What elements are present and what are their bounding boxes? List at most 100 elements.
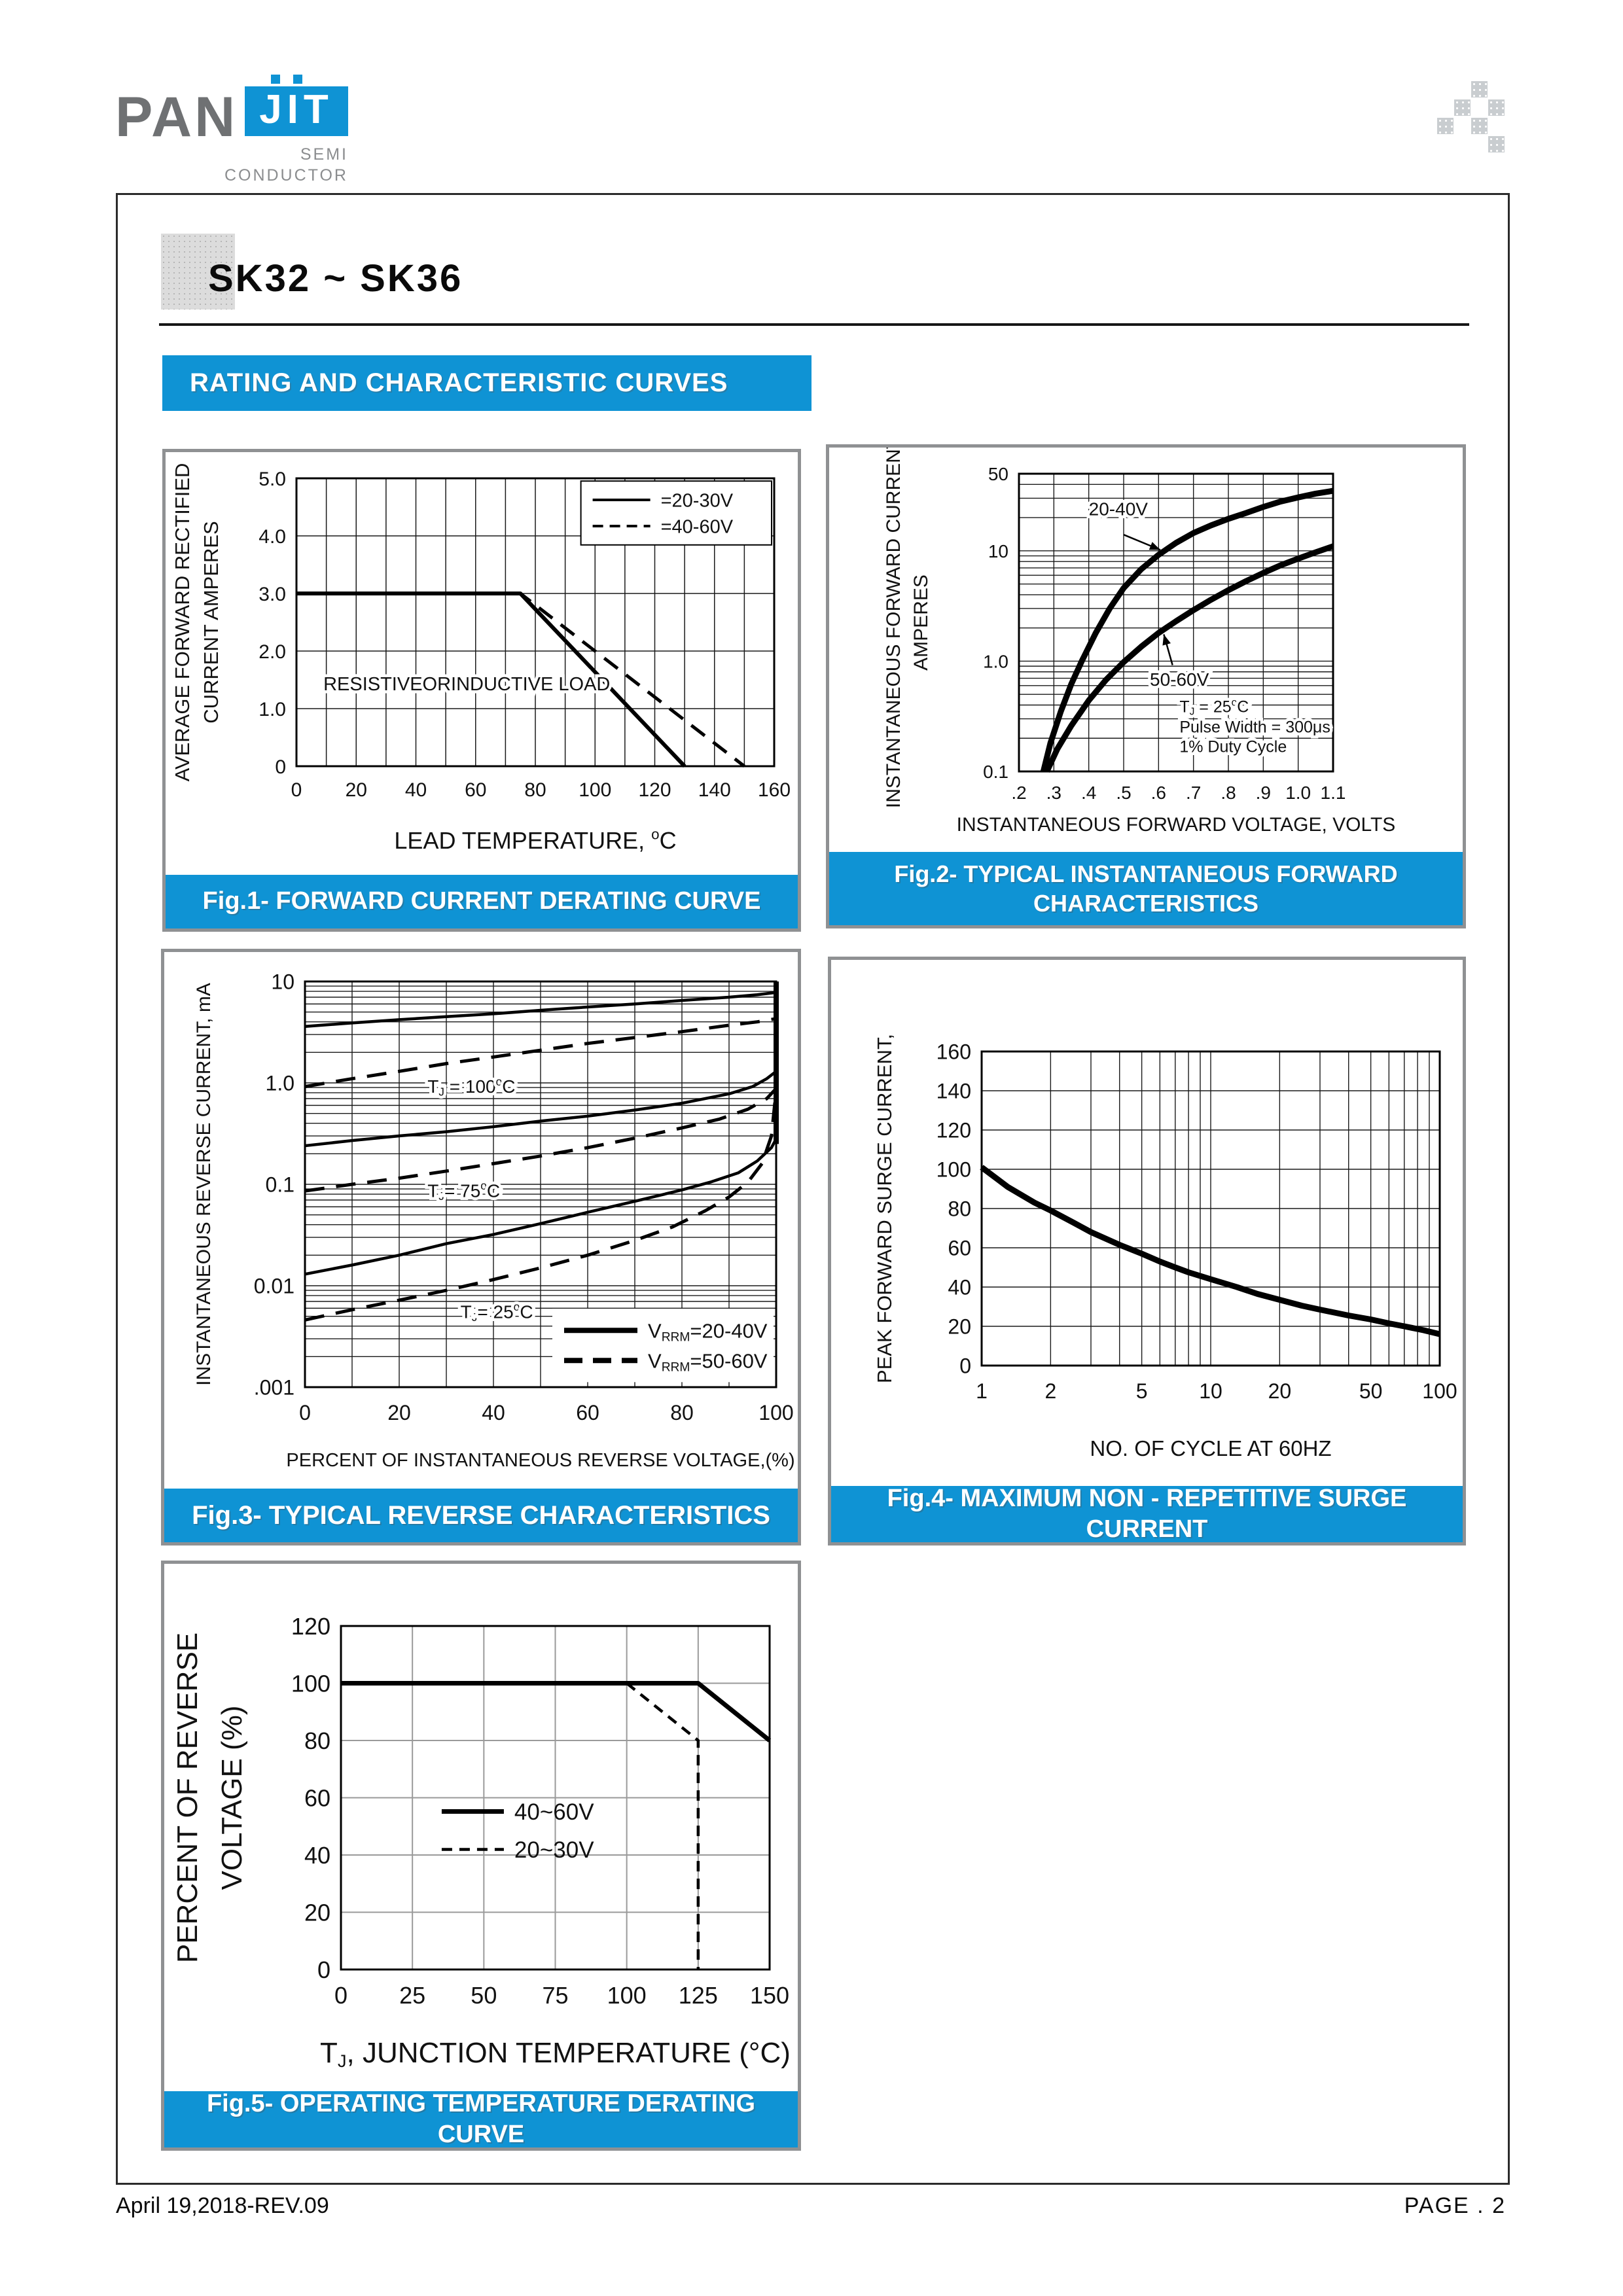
svg-text:0: 0 bbox=[299, 1401, 311, 1424]
svg-text:100: 100 bbox=[1422, 1379, 1457, 1403]
svg-text:INSTANTANEOUS REVERSE CURRENT,: INSTANTANEOUS REVERSE CURRENT, mA bbox=[193, 983, 215, 1386]
svg-text:3.0: 3.0 bbox=[259, 584, 286, 605]
fig5-caption-text: Fig.5- OPERATING TEMPERATURE DERATING CU… bbox=[206, 2089, 756, 2149]
logo-pan-text: PAN bbox=[115, 86, 238, 149]
fig2-caption: Fig.2- TYPICAL INSTANTANEOUS FORWARD CHA… bbox=[829, 852, 1463, 925]
fig5-plot: 0 25 50 75 100 125 150 0 20 40 60 80 100 120 TJ, JUNCT… bbox=[171, 1613, 791, 2071]
logo-jit-box: JIT bbox=[245, 86, 348, 136]
svg-text:=40-60V: =40-60V bbox=[661, 516, 734, 537]
svg-text:50-60V: 50-60V bbox=[1150, 669, 1209, 690]
svg-text:20: 20 bbox=[387, 1401, 411, 1424]
svg-text:20: 20 bbox=[304, 1899, 330, 1926]
svg-text:.7: .7 bbox=[1186, 783, 1201, 803]
svg-text:140: 140 bbox=[698, 779, 731, 801]
svg-text:INSTANTANEOUS FORWARD VOLTAGE,: INSTANTANEOUS FORWARD VOLTAGE, VOLTS bbox=[957, 814, 1396, 836]
svg-text:100: 100 bbox=[758, 1401, 793, 1424]
svg-text:20~30V: 20~30V bbox=[514, 1837, 594, 1863]
svg-text:VOLTAGE (%): VOLTAGE (%) bbox=[216, 1706, 248, 1890]
decor-square bbox=[1471, 118, 1488, 134]
fig3-caption: Fig.3- TYPICAL REVERSE CHARACTERISTICS bbox=[164, 1489, 798, 1542]
svg-text:4.0: 4.0 bbox=[259, 526, 286, 548]
svg-text:VRRM=20-40V: VRRM=20-40V bbox=[648, 1319, 768, 1344]
fig2-chart: .2 .3 .4 .5 .6 .7 .8 .9 1.0 1.1 0.1 1.0 10 50 INSTANTA… bbox=[829, 448, 1463, 852]
svg-text:1.0: 1.0 bbox=[1285, 783, 1311, 803]
fig3-plot: 0 20 40 60 80 100 10 1.0 0.1 0.01 .001 PERCENT OF I… bbox=[193, 970, 795, 1471]
svg-text:CURRENT AMPERES: CURRENT AMPERES bbox=[200, 521, 223, 724]
svg-text:60: 60 bbox=[465, 779, 486, 801]
svg-text:60: 60 bbox=[576, 1401, 599, 1424]
svg-text:1.1: 1.1 bbox=[1321, 783, 1346, 803]
svg-text:PERCENT OF REVERSE: PERCENT OF REVERSE bbox=[171, 1633, 204, 1963]
svg-text:80: 80 bbox=[524, 779, 546, 801]
svg-text:20: 20 bbox=[346, 779, 367, 801]
svg-text:25: 25 bbox=[399, 1982, 425, 2009]
svg-text:160: 160 bbox=[758, 779, 791, 801]
svg-text:1% Duty Cycle: 1% Duty Cycle bbox=[1179, 737, 1287, 756]
logo-dot-icon bbox=[271, 75, 280, 84]
fig2-caption-text: Fig.2- TYPICAL INSTANTANEOUS FORWARD bbox=[894, 860, 1398, 887]
svg-text:2: 2 bbox=[1044, 1379, 1056, 1403]
svg-text:5: 5 bbox=[1136, 1379, 1148, 1403]
svg-text:.2: .2 bbox=[1011, 783, 1026, 803]
svg-text:RESISTIVEORINDUCTIVE LOAD: RESISTIVEORINDUCTIVE LOAD bbox=[323, 674, 610, 695]
svg-text:120: 120 bbox=[936, 1119, 971, 1142]
svg-text:.8: .8 bbox=[1221, 783, 1236, 803]
svg-text:0: 0 bbox=[275, 756, 286, 778]
svg-text:140: 140 bbox=[936, 1080, 971, 1103]
fig5-caption: Fig.5- OPERATING TEMPERATURE DERATING CU… bbox=[164, 2090, 798, 2148]
svg-text:TJ = 100oC: TJ = 100oC bbox=[427, 1075, 515, 1099]
svg-text:TJ, JUNCTION TEMPERATURE (°C): TJ, JUNCTION TEMPERATURE (°C) bbox=[320, 2037, 791, 2071]
svg-text:120: 120 bbox=[291, 1613, 330, 1640]
svg-text:0.1: 0.1 bbox=[266, 1173, 294, 1197]
svg-text:LEAD TEMPERATURE, oC: LEAD TEMPERATURE, oC bbox=[394, 826, 676, 854]
fig4-caption: Fig.4- MAXIMUM NON - REPETITIVE SURGE CU… bbox=[831, 1484, 1463, 1544]
svg-text:.4: .4 bbox=[1081, 783, 1096, 803]
brand-logo: PAN JIT SEMI CONDUCTOR bbox=[115, 75, 364, 194]
fig1-caption-text: Fig.1- FORWARD CURRENT DERATING CURVE bbox=[202, 887, 761, 915]
figure-panel-2: .2 .3 .4 .5 .6 .7 .8 .9 1.0 1.1 0.1 1.0 10 50 INSTANTA… bbox=[826, 444, 1466, 928]
svg-text:75: 75 bbox=[542, 1982, 568, 2009]
fig4-caption-text: Fig.4- MAXIMUM NON - REPETITIVE SURGE CU… bbox=[887, 1484, 1407, 1544]
logo-jit-text: JIT bbox=[259, 87, 334, 132]
svg-text:160: 160 bbox=[936, 1040, 971, 1064]
svg-text:20: 20 bbox=[1268, 1379, 1292, 1403]
svg-text:10: 10 bbox=[271, 970, 294, 994]
svg-text:20-40V: 20-40V bbox=[1089, 499, 1149, 520]
svg-text:PEAK FORWARD SURGE CURRENT,: PEAK FORWARD SURGE CURRENT, bbox=[873, 1034, 896, 1383]
svg-text:20: 20 bbox=[948, 1315, 971, 1339]
svg-text:100: 100 bbox=[936, 1158, 971, 1182]
fig1-caption: Fig.1- FORWARD CURRENT DERATING CURVE bbox=[166, 875, 798, 928]
svg-text:50: 50 bbox=[471, 1982, 497, 2009]
svg-text:40: 40 bbox=[482, 1401, 505, 1424]
fig2-plot: .2 .3 .4 .5 .6 .7 .8 .9 1.0 1.1 0.1 1.0 10 50 INSTANTA… bbox=[883, 448, 1396, 836]
svg-text:2.0: 2.0 bbox=[259, 641, 286, 663]
svg-text:40~60V: 40~60V bbox=[514, 1799, 594, 1825]
svg-text:100: 100 bbox=[291, 1670, 330, 1697]
svg-text:0: 0 bbox=[334, 1982, 348, 2009]
figure-panel-5: 0 25 50 75 100 125 150 0 20 40 60 80 100 120 TJ, JUNCT… bbox=[161, 1561, 801, 2151]
figure-panel-1: 0 20 40 60 80 100 120 140 160 0 1.0 2.0 3.0 4.0 5.0 LEA… bbox=[162, 449, 801, 932]
figure-panel-3: 0 20 40 60 80 100 10 1.0 0.1 0.01 .001 PERCENT OF I… bbox=[161, 949, 801, 1545]
svg-text:40: 40 bbox=[405, 779, 427, 801]
svg-text:0: 0 bbox=[291, 779, 302, 801]
fig4-chart: 1 2 5 10 20 50 100 0 20 40 60 80 100 120 140 160 NO. OF … bbox=[831, 960, 1463, 1486]
svg-text:PERCENT OF INSTANTANEOUS REVER: PERCENT OF INSTANTANEOUS REVERSE VOLTAGE… bbox=[286, 1450, 794, 1471]
title-block bbox=[161, 234, 235, 309]
svg-text:40: 40 bbox=[304, 1842, 330, 1869]
svg-text:1.0: 1.0 bbox=[259, 699, 286, 720]
svg-text:Pulse Width = 300μs: Pulse Width = 300μs bbox=[1179, 718, 1330, 737]
svg-text:NO. OF CYCLE AT 60HZ: NO. OF CYCLE AT 60HZ bbox=[1090, 1436, 1331, 1460]
fig1-plot: 0 20 40 60 80 100 120 140 160 0 1.0 2.0 3.0 4.0 5.0 LEA… bbox=[171, 463, 791, 854]
svg-text:1.0: 1.0 bbox=[266, 1072, 294, 1095]
svg-text:100: 100 bbox=[579, 779, 611, 801]
svg-text:.5: .5 bbox=[1116, 783, 1131, 803]
svg-text:TJ= 75oC: TJ= 75oC bbox=[427, 1179, 500, 1203]
svg-text:50: 50 bbox=[988, 464, 1008, 484]
svg-text:AMPERES: AMPERES bbox=[910, 574, 932, 671]
svg-text:10: 10 bbox=[988, 541, 1008, 561]
page-title: SK32 ~ SK36 bbox=[208, 257, 463, 300]
logo-dot-icon bbox=[293, 75, 302, 84]
svg-text:TJ= 25oC: TJ= 25oC bbox=[461, 1300, 533, 1324]
svg-text:40: 40 bbox=[948, 1276, 971, 1299]
